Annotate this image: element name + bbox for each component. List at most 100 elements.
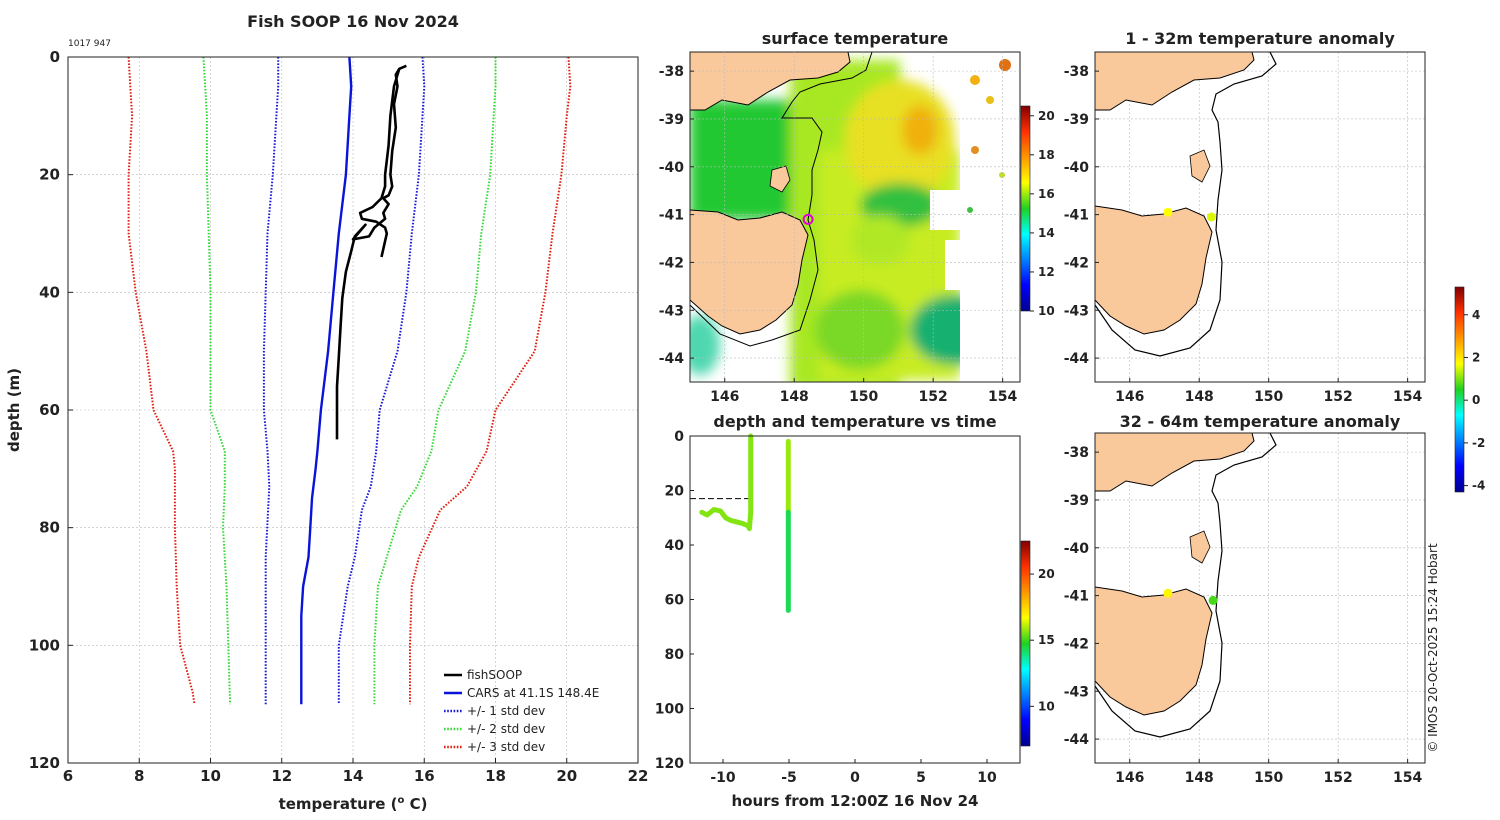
anomaly-1-xtick-label: 154: [1393, 389, 1422, 405]
sst-xtick-label: 154: [988, 389, 1017, 405]
depth-time-ytick-label: 80: [665, 647, 685, 663]
profile-legend: fishSOOP CARS at 41.1S 148.4E +/- 1 std de…: [444, 668, 599, 754]
profile-ylabel: depth (m): [5, 368, 23, 452]
profile-series--1-std: [262, 57, 280, 705]
anomaly-2-point-2: [1208, 595, 1218, 605]
depth-time-ytick-label: 20: [665, 484, 685, 500]
legend-label-std1: +/- 1 std dev: [467, 704, 545, 718]
profile-ytick-label: 80: [39, 519, 60, 537]
anomaly-1-ytick-label: -40: [1064, 160, 1090, 176]
profile-xtick-label: 6: [63, 767, 73, 785]
anomaly-2-xtick-label: 154: [1393, 770, 1422, 786]
sst-xtick-label: 150: [849, 389, 878, 405]
anomaly-2-ytick-label: -43: [1064, 684, 1089, 700]
sst-ytick-label: -38: [659, 64, 684, 80]
anomaly-colorbar: [1454, 286, 1465, 493]
sst-colorbar-tick-label: 14: [1038, 226, 1055, 240]
depth-time-colorbar-tick-label: 10: [1038, 699, 1055, 713]
depth-time-ytick-label: 0: [674, 429, 684, 445]
profile-title: Fish SOOP 16 Nov 2024: [247, 12, 459, 31]
depth-time-ytick-label: 100: [655, 702, 684, 718]
anomaly-1-ytick-label: -44: [1064, 351, 1090, 367]
legend-label-std2: +/- 2 std dev: [467, 722, 545, 736]
anomaly-map-1-panel: 1 - 32m temperature anomaly 146 148 150 152…: [1064, 29, 1426, 405]
sst-ytick-label: -39: [659, 112, 684, 128]
anomaly-2-ytick-label: -39: [1064, 493, 1089, 509]
sst-mainland: [690, 52, 851, 111]
anomaly-1-point-2: [1206, 212, 1216, 222]
anomaly-2-xtick-label: 152: [1324, 770, 1353, 786]
depth-time-colorbar-tick-label: 15: [1038, 633, 1055, 647]
anomaly-1-points: [1163, 207, 1216, 222]
anomaly-colorbar-tick-label: -4: [1472, 479, 1485, 493]
profile-xlabel: temperature (o C): [279, 795, 428, 813]
sst-ytick-label: -42: [659, 255, 684, 271]
depth-time-xtick-label: -10: [710, 770, 736, 786]
anomaly-2-ytick-label: -44: [1064, 732, 1090, 748]
sst-ytick-label: -41: [659, 208, 684, 224]
anomaly-1-tick-labels: 146 148 150 152 154 -38 -39 -40 -41 -42 -43 -44: [1064, 64, 1423, 405]
anomaly-1-point-1: [1163, 207, 1173, 217]
sst-colorbar-tick-label: 12: [1038, 265, 1055, 279]
anomaly-2-xtick-label: 146: [1115, 770, 1144, 786]
profile-ytick-label: 0: [50, 48, 60, 66]
anomaly-2-shelf-contour: [1095, 433, 1277, 738]
profile-xtick-label: 14: [343, 767, 364, 785]
sst-marker-ring: [802, 213, 814, 225]
anomaly-1-ytick-label: -42: [1064, 255, 1089, 271]
anomaly-2-mainland: [1095, 433, 1255, 492]
anomaly-1-axes-box: [1094, 51, 1426, 383]
anomaly-colorbar-tick-label: 4: [1472, 308, 1480, 322]
profile-series--3-std: [409, 56, 572, 705]
anomaly-2-xtick-label: 148: [1185, 770, 1214, 786]
anomaly-1-tasmania: [1095, 205, 1213, 335]
profile-panel: Fish SOOP 16 Nov 2024 1017 947 6 8 10 12 14 1…: [5, 12, 648, 813]
sst-ytick-label: -40: [659, 160, 685, 176]
anomaly-colorbar-tick-label: 0: [1472, 393, 1480, 407]
anomaly-1-map: [1095, 52, 1277, 357]
profile-ytick-label: 120: [29, 754, 60, 772]
anomaly-2-ytick-label: -42: [1064, 636, 1089, 652]
anomaly-1-ytick-label: -41: [1064, 208, 1089, 224]
sst-colorbar-tick-label: 18: [1038, 148, 1055, 162]
depth-time-ytick-label: 120: [655, 756, 684, 772]
depth-time-tracks: [690, 433, 791, 613]
sst-colorbar-ticks: 10 12 14 16 18 20: [1030, 109, 1055, 318]
profile-xtick-label: 22: [628, 767, 649, 785]
anomaly-2-point-1: [1163, 588, 1173, 598]
anomaly-1-xtick-label: 148: [1185, 389, 1214, 405]
sst-axes-box: [689, 51, 1021, 383]
anomaly-2-tick-labels: 146 148 150 152 154 -38 -39 -40 -41 -42 -43 -44: [1064, 445, 1423, 786]
depth-time-title: depth and temperature vs time: [713, 412, 996, 431]
anomaly-1-xtick-label: 150: [1254, 389, 1283, 405]
profile-tick-labels: 6 8 10 12 14 16 18 20 22 0 20 40 60 80 100 120: [29, 48, 649, 785]
legend-label-std3: +/- 3 std dev: [467, 740, 545, 754]
anomaly-2-ytick-label: -38: [1064, 445, 1089, 461]
anomaly-2-points: [1163, 588, 1218, 605]
profile-series-fishsoop: [358, 68, 401, 258]
anomaly-1-flinders-island: [1189, 149, 1211, 183]
profile-series-cars: [300, 56, 353, 705]
sst-ytick-label: -43: [659, 303, 684, 319]
anomaly-colorbar-tick-label: 2: [1472, 350, 1480, 364]
sst-colorbar: [1020, 105, 1031, 312]
anomaly-colorbar-tick-label: -2: [1472, 436, 1485, 450]
profile-xtick-label: 12: [271, 767, 292, 785]
depth-time-colorbar: [1020, 540, 1031, 747]
anomaly-1-title: 1 - 32m temperature anomaly: [1125, 29, 1395, 48]
anomaly-1-shelf-contour: [1095, 52, 1277, 357]
sst-ytick-label: -44: [659, 351, 685, 367]
depth-time-track-1: [699, 433, 754, 532]
profile-xtick-label: 10: [200, 767, 221, 785]
depth-time-panel: depth and temperature vs time -10 -5 0 5 100…: [655, 412, 1055, 810]
profile-ytick-label: 40: [39, 283, 60, 301]
profile-xtick-label: 20: [556, 767, 577, 785]
anomaly-1-xtick-label: 146: [1115, 389, 1144, 405]
profile-ytick-label: 60: [39, 401, 60, 419]
anomaly-1-ytick-label: -38: [1064, 64, 1089, 80]
anomaly-2-map: [1095, 433, 1277, 738]
profile-xtick-label: 16: [414, 767, 435, 785]
depth-time-colorbar-ticks: 10 15 20: [1030, 567, 1055, 713]
